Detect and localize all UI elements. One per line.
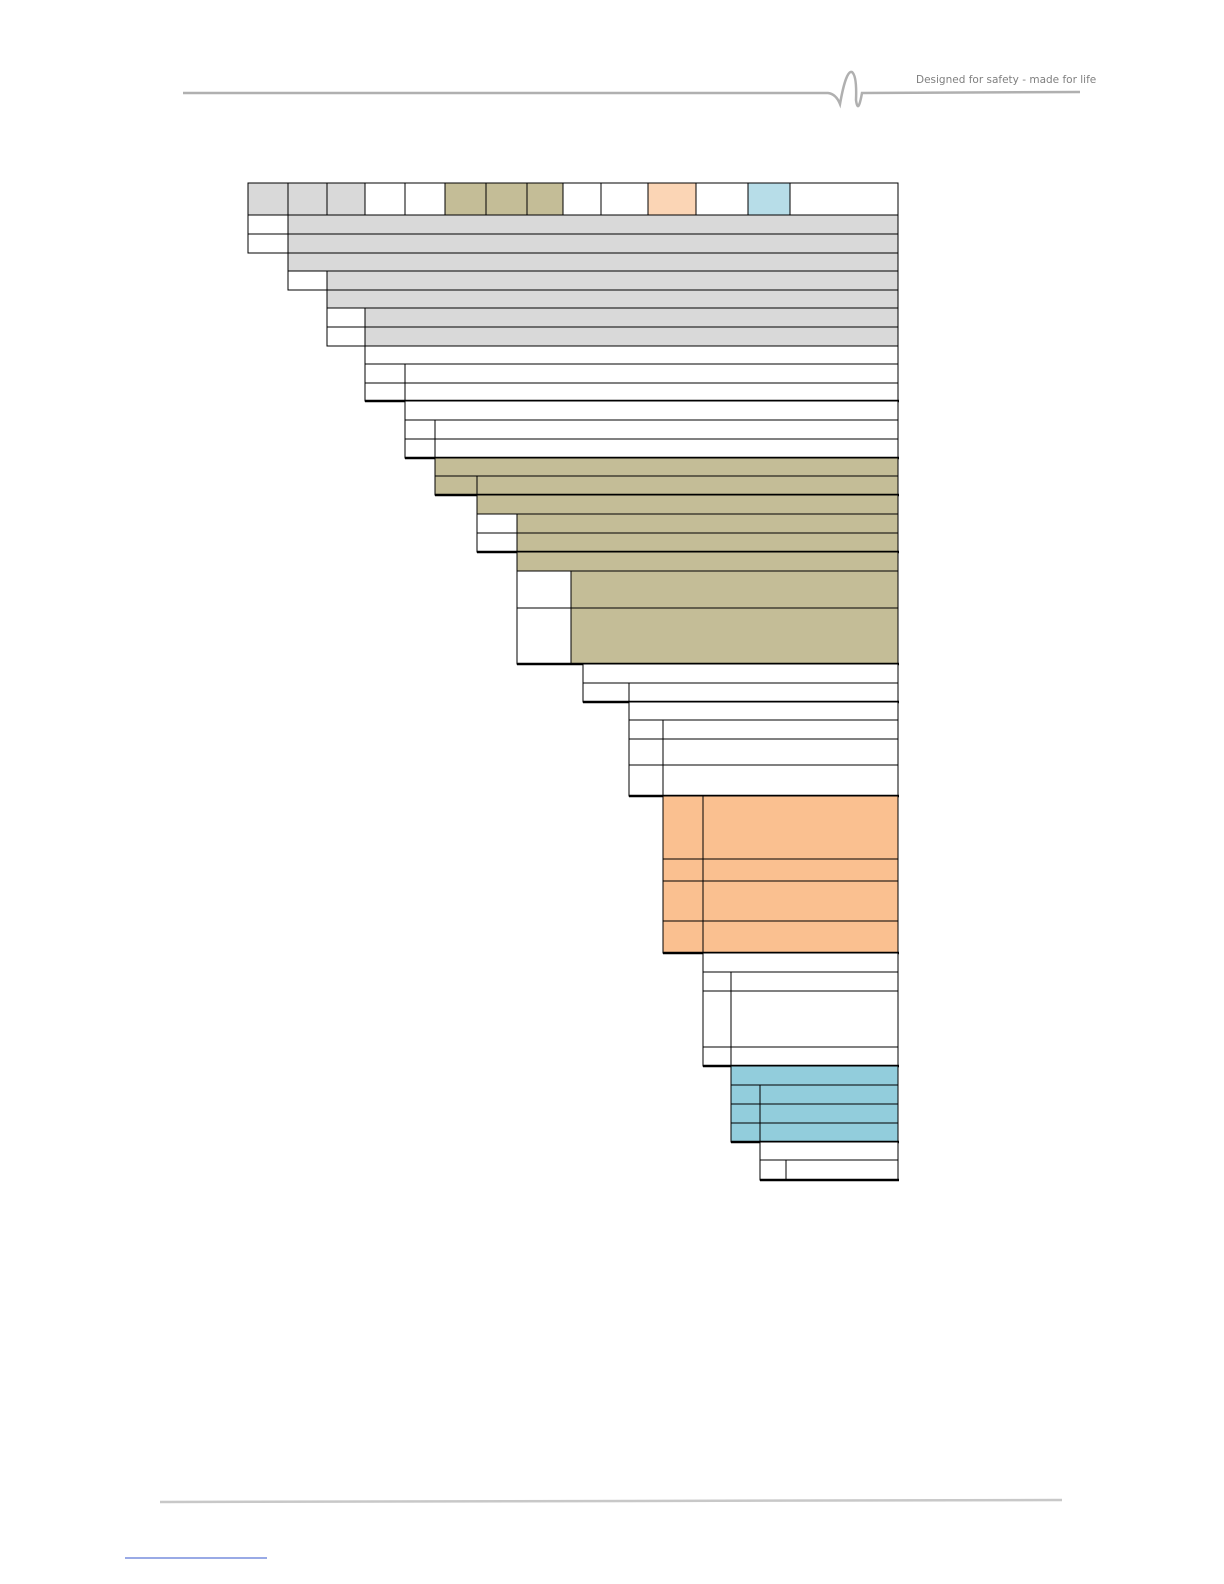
table-cell xyxy=(434,419,899,440)
table-cell xyxy=(434,438,899,459)
table-cell xyxy=(628,682,899,703)
table-cell xyxy=(364,182,406,216)
table-cell xyxy=(702,795,899,860)
table-cell xyxy=(404,419,436,440)
table-cell xyxy=(662,795,704,860)
table-cell xyxy=(662,719,899,740)
table-cell xyxy=(434,475,478,496)
table-cell xyxy=(434,457,899,477)
table-cell xyxy=(326,270,899,291)
table-cell xyxy=(759,1159,787,1181)
table-cell xyxy=(364,363,406,384)
table-cell xyxy=(730,1122,761,1143)
table-cell xyxy=(516,532,899,553)
table-cell xyxy=(702,858,899,882)
table-cell xyxy=(287,214,899,235)
table-cell xyxy=(326,289,899,309)
table-cell xyxy=(730,1065,899,1086)
table-cell xyxy=(662,738,899,766)
table-cell xyxy=(326,326,366,347)
table-cell xyxy=(747,182,791,216)
table-cell xyxy=(287,233,899,254)
header-tagline: Designed for safety - made for life xyxy=(916,74,1096,86)
table-cell xyxy=(662,764,899,797)
table-cell xyxy=(404,400,899,421)
table-cell xyxy=(247,182,289,216)
table-cell xyxy=(562,182,602,216)
table-cell xyxy=(582,663,899,684)
table-cell xyxy=(628,701,899,721)
table-cell xyxy=(628,738,664,766)
page-header: Designed for safety - made for life xyxy=(183,70,1096,109)
table-cell xyxy=(476,494,899,515)
table-cell xyxy=(444,182,487,216)
table-cell xyxy=(404,182,446,216)
table-cell xyxy=(364,326,899,347)
table-cell xyxy=(759,1084,899,1105)
table-cell xyxy=(759,1103,899,1124)
table-cell xyxy=(702,952,899,973)
table-cell xyxy=(759,1141,899,1161)
table-cell xyxy=(628,764,664,797)
table-cell xyxy=(485,182,528,216)
table-cell xyxy=(364,382,406,402)
table-cell xyxy=(702,880,899,922)
table-cell xyxy=(287,182,328,216)
header-rule xyxy=(183,70,1081,109)
table-cell xyxy=(628,719,664,740)
table-cell xyxy=(526,182,564,216)
table-cell xyxy=(702,920,899,954)
table-cell xyxy=(662,880,704,922)
table-cell xyxy=(702,971,732,992)
table-cell xyxy=(695,182,749,216)
table-cell xyxy=(516,551,899,572)
table-cell xyxy=(730,990,899,1048)
table-cell xyxy=(326,307,366,328)
table-cell xyxy=(702,990,732,1048)
table-cell xyxy=(287,252,899,272)
table-cell xyxy=(476,532,518,553)
table-cell xyxy=(730,1103,761,1124)
table-cell xyxy=(404,382,899,402)
table-cell xyxy=(364,307,899,328)
table-cell xyxy=(789,182,899,216)
table-cell xyxy=(582,682,630,703)
table-cell xyxy=(600,182,649,216)
staircase-table xyxy=(247,182,899,1182)
table-cell xyxy=(326,182,366,216)
table-cell xyxy=(647,182,697,216)
table-cell xyxy=(730,1084,761,1105)
table-cell xyxy=(516,570,572,609)
table-cell xyxy=(759,1122,899,1143)
table-cell xyxy=(516,513,899,534)
table-cell xyxy=(570,570,899,609)
table-cell xyxy=(662,858,704,882)
table-cell xyxy=(404,438,436,459)
table-cell xyxy=(730,1046,899,1067)
table-cell xyxy=(247,233,289,254)
table-cell xyxy=(364,345,899,365)
table-cell xyxy=(662,920,704,954)
table-cell xyxy=(287,270,328,291)
table-cell xyxy=(247,214,289,235)
table-cell xyxy=(516,607,572,665)
table-cell xyxy=(730,971,899,992)
table-cell xyxy=(404,363,899,384)
footer-rule xyxy=(159,1498,1063,1504)
table-cell xyxy=(476,513,518,534)
table-cell xyxy=(476,475,899,496)
table-cell xyxy=(785,1159,899,1181)
table-cell xyxy=(570,607,899,665)
table-cell xyxy=(702,1046,732,1067)
